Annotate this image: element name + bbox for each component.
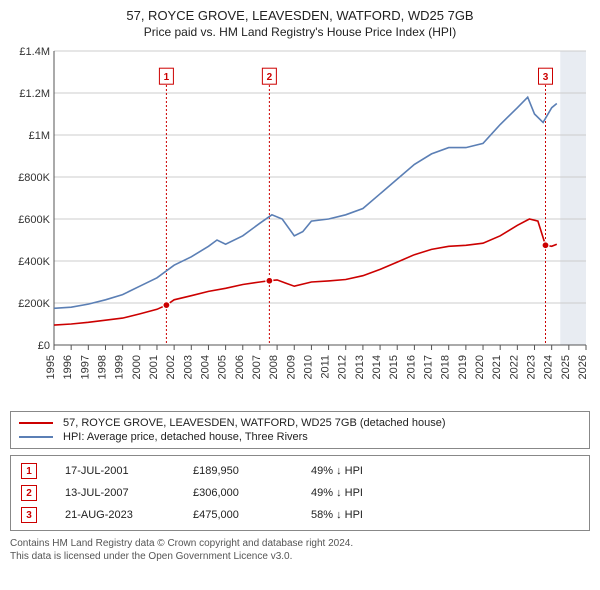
svg-text:£800K: £800K — [18, 172, 50, 184]
svg-text:2013: 2013 — [354, 355, 366, 379]
legend-swatch — [19, 422, 53, 424]
svg-text:2015: 2015 — [388, 355, 400, 379]
svg-text:2024: 2024 — [543, 355, 555, 379]
svg-text:2026: 2026 — [577, 355, 589, 379]
event-row: 1 17-JUL-2001 £189,950 49% ↓ HPI — [11, 460, 589, 482]
svg-text:1999: 1999 — [114, 355, 126, 379]
svg-text:2022: 2022 — [508, 355, 520, 379]
svg-text:£1.2M: £1.2M — [19, 88, 50, 100]
svg-text:2014: 2014 — [371, 355, 383, 379]
event-delta: 49% ↓ HPI — [311, 487, 391, 499]
svg-text:2009: 2009 — [285, 355, 297, 379]
event-row: 3 21-AUG-2023 £475,000 58% ↓ HPI — [11, 504, 589, 526]
svg-text:2025: 2025 — [560, 355, 572, 379]
event-marker-icon: 1 — [21, 463, 37, 479]
event-row: 2 13-JUL-2007 £306,000 49% ↓ HPI — [11, 482, 589, 504]
event-date: 17-JUL-2001 — [65, 465, 165, 477]
svg-text:2003: 2003 — [182, 355, 194, 379]
footnote-line: This data is licensed under the Open Gov… — [10, 550, 590, 563]
svg-text:2001: 2001 — [148, 355, 160, 379]
svg-text:£1.4M: £1.4M — [19, 46, 50, 58]
svg-text:2010: 2010 — [302, 355, 314, 379]
event-date: 21-AUG-2023 — [65, 509, 165, 521]
svg-text:2007: 2007 — [251, 355, 263, 379]
page-title: 57, ROYCE GROVE, LEAVESDEN, WATFORD, WD2… — [8, 8, 592, 23]
svg-text:2006: 2006 — [234, 355, 246, 379]
footnote-line: Contains HM Land Registry data © Crown c… — [10, 537, 590, 550]
svg-text:£1M: £1M — [29, 130, 50, 142]
svg-text:2020: 2020 — [474, 355, 486, 379]
svg-text:1998: 1998 — [96, 355, 108, 379]
event-price: £306,000 — [193, 487, 283, 499]
chart-svg: £0 £200K £400K £600K £800K £1M £1.2M £1.4M 1995 1… — [8, 45, 592, 405]
svg-text:£200K: £200K — [18, 298, 50, 310]
svg-text:1995: 1995 — [45, 355, 57, 379]
legend-label: HPI: Average price, detached house, Thre… — [63, 431, 308, 443]
svg-text:2000: 2000 — [131, 355, 143, 379]
svg-text:2019: 2019 — [457, 355, 469, 379]
svg-text:2021: 2021 — [491, 355, 503, 379]
svg-text:3: 3 — [543, 72, 549, 83]
title-block: 57, ROYCE GROVE, LEAVESDEN, WATFORD, WD2… — [8, 8, 592, 39]
svg-text:2016: 2016 — [405, 355, 417, 379]
svg-text:1: 1 — [164, 72, 170, 83]
svg-text:£600K: £600K — [18, 214, 50, 226]
legend-swatch — [19, 436, 53, 438]
svg-text:2005: 2005 — [217, 355, 229, 379]
svg-text:2011: 2011 — [320, 355, 332, 379]
event-delta: 49% ↓ HPI — [311, 465, 391, 477]
svg-text:1996: 1996 — [62, 355, 74, 379]
event-delta: 58% ↓ HPI — [311, 509, 391, 521]
svg-text:1997: 1997 — [79, 355, 91, 379]
event-price: £475,000 — [193, 509, 283, 521]
chart: £0 £200K £400K £600K £800K £1M £1.2M £1.4M 1995 1… — [8, 45, 592, 405]
svg-text:2004: 2004 — [199, 355, 211, 379]
event-marker-icon: 3 — [21, 507, 37, 523]
event-date: 13-JUL-2007 — [65, 487, 165, 499]
svg-text:2: 2 — [267, 72, 273, 83]
svg-text:£0: £0 — [38, 340, 50, 352]
svg-text:£400K: £400K — [18, 256, 50, 268]
event-marker-icon: 2 — [21, 485, 37, 501]
legend-item: 57, ROYCE GROVE, LEAVESDEN, WATFORD, WD2… — [19, 416, 581, 430]
legend: 57, ROYCE GROVE, LEAVESDEN, WATFORD, WD2… — [10, 411, 590, 449]
footnote: Contains HM Land Registry data © Crown c… — [10, 537, 590, 563]
svg-text:2018: 2018 — [440, 355, 452, 379]
legend-label: 57, ROYCE GROVE, LEAVESDEN, WATFORD, WD2… — [63, 417, 445, 429]
svg-text:2017: 2017 — [423, 355, 435, 379]
page-subtitle: Price paid vs. HM Land Registry's House … — [8, 25, 592, 39]
svg-text:2023: 2023 — [526, 355, 538, 379]
events-table: 1 17-JUL-2001 £189,950 49% ↓ HPI 2 13-JU… — [10, 455, 590, 531]
svg-text:2008: 2008 — [268, 355, 280, 379]
legend-item: HPI: Average price, detached house, Thre… — [19, 430, 581, 444]
svg-text:2012: 2012 — [337, 355, 349, 379]
event-price: £189,950 — [193, 465, 283, 477]
svg-text:2002: 2002 — [165, 355, 177, 379]
